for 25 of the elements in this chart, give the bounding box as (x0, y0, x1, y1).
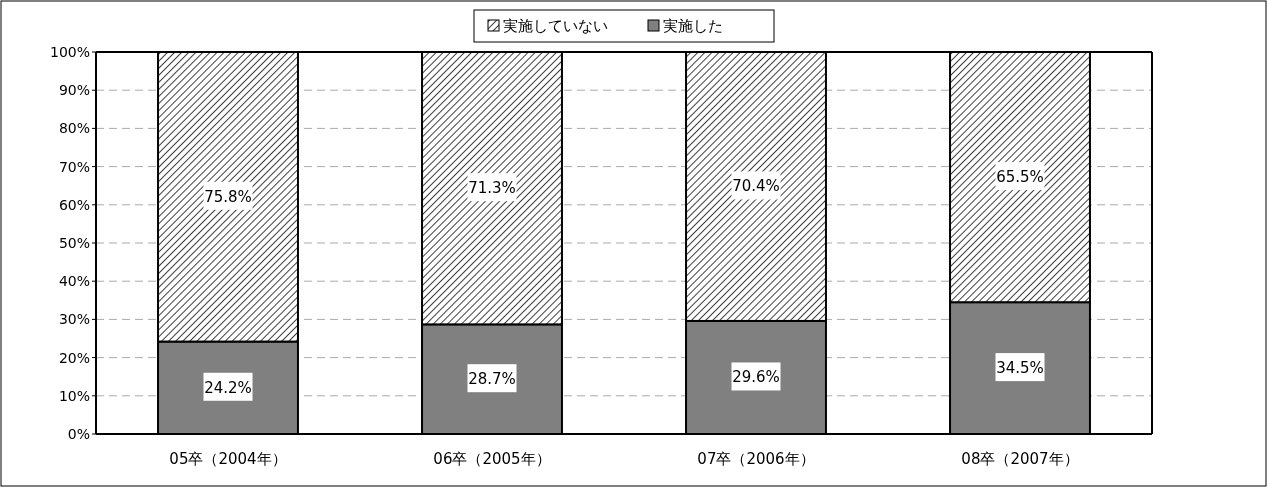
y-tick-label: 20% (58, 349, 90, 366)
x-tick-label: 08卒（2007年） (961, 450, 1079, 468)
y-tick-label: 80% (58, 120, 90, 137)
legend-label: 実施した (663, 17, 723, 35)
x-tick-label: 05卒（2004年） (169, 450, 287, 468)
legend-label: 実施していない (503, 17, 608, 35)
y-tick-label: 30% (58, 311, 90, 328)
x-tick-label: 07卒（2006年） (697, 450, 815, 468)
y-tick-label: 50% (58, 235, 90, 251)
data-label: 28.7% (468, 370, 516, 389)
y-tick-label: 90% (58, 82, 90, 99)
data-label: 24.2% (204, 378, 252, 397)
y-tick-label: 40% (58, 273, 90, 290)
data-label: 29.6% (732, 368, 780, 387)
data-label: 34.5% (996, 359, 1044, 378)
data-label: 70.4% (732, 177, 780, 196)
data-label: 75.8% (204, 187, 252, 206)
data-label: 65.5% (996, 168, 1044, 187)
data-label: 71.3% (468, 179, 516, 198)
y-tick-label: 70% (58, 158, 90, 175)
y-tick-label: 100% (49, 44, 90, 60)
x-tick-label: 06卒（2005年） (433, 450, 551, 468)
y-tick-label: 10% (58, 387, 90, 404)
y-tick-label: 60% (58, 196, 90, 213)
y-tick-label: 0% (67, 426, 90, 442)
